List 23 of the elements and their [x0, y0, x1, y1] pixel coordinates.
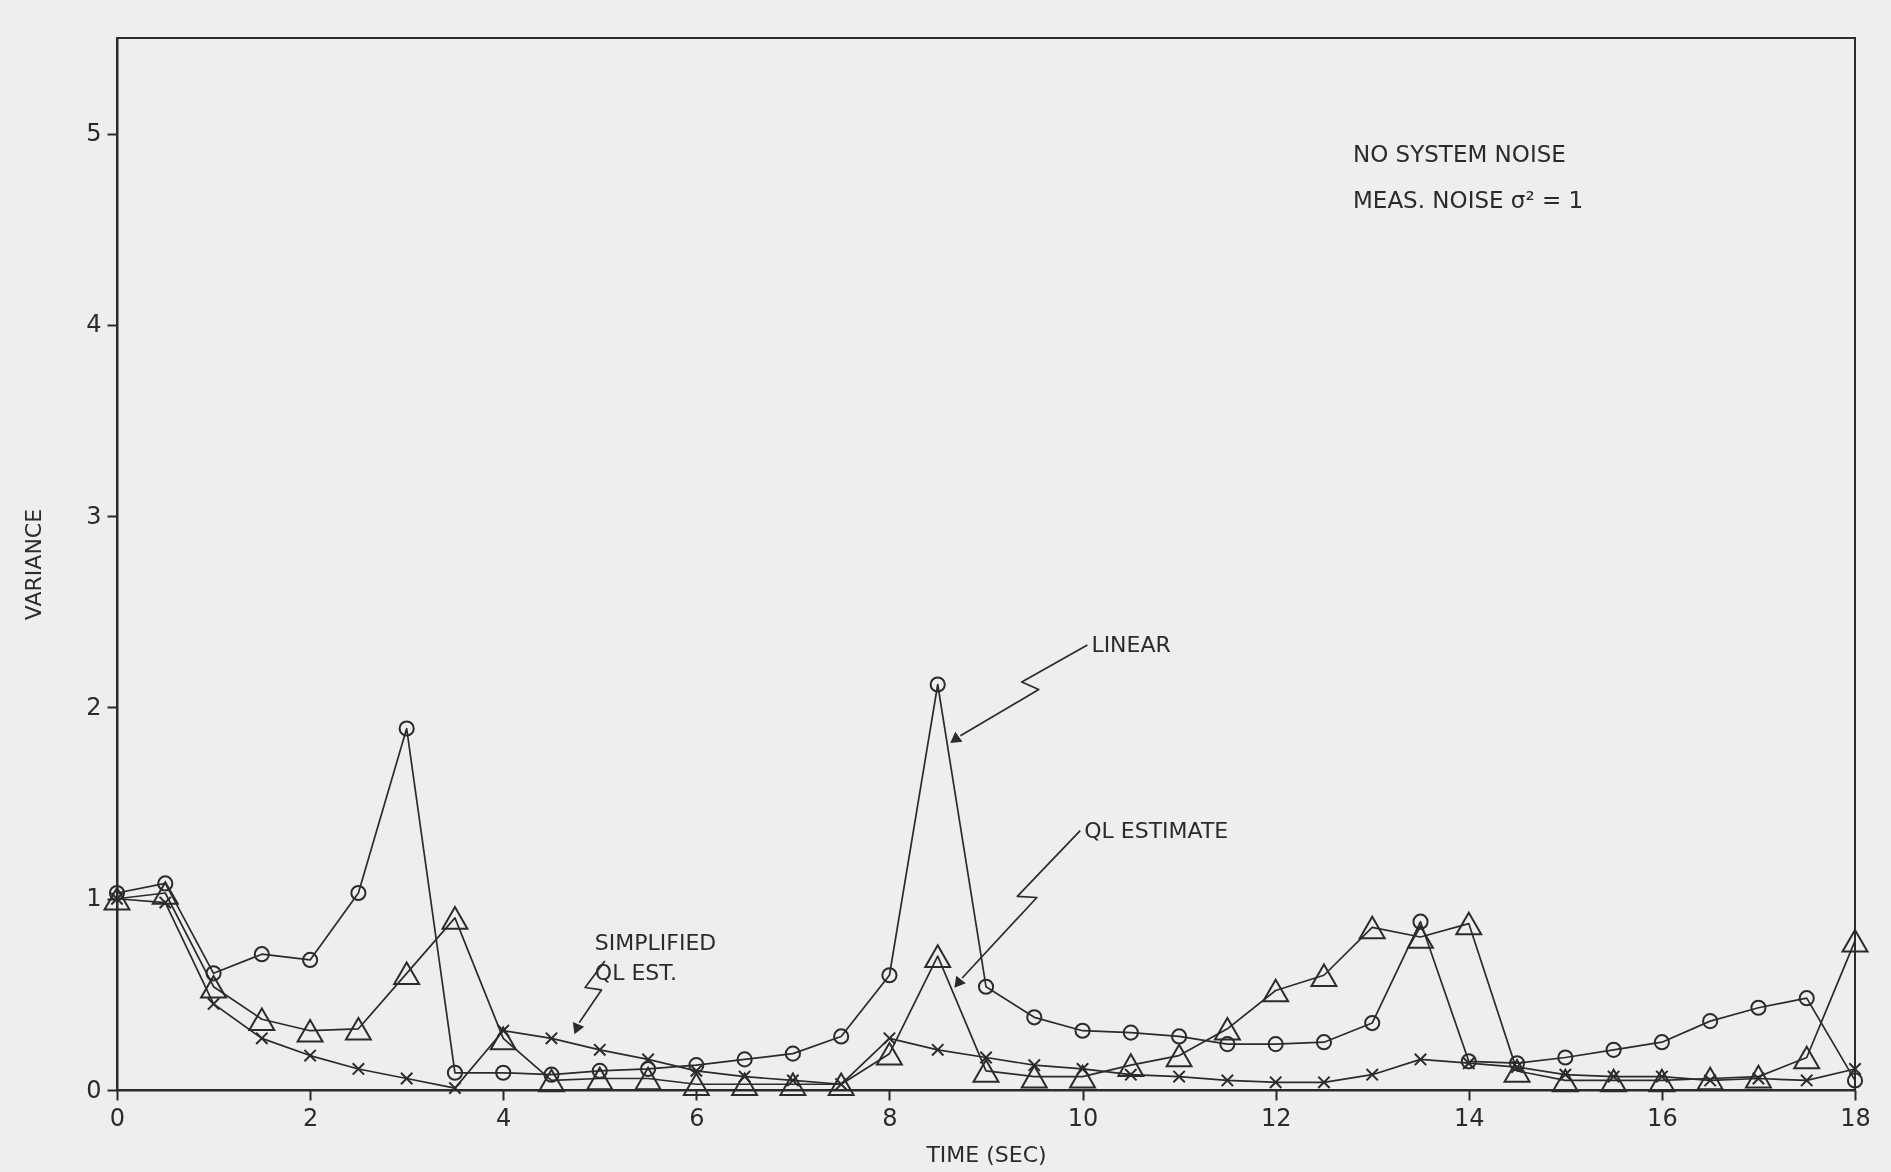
x-tick-label: 6 — [689, 1103, 705, 1132]
text: SIMPLIFIED QL EST. — [594, 929, 717, 985]
y-tick-label: 0 — [86, 1075, 102, 1104]
x-tick-label: 4 — [496, 1103, 512, 1132]
text: LINEAR — [1091, 631, 1171, 657]
x-tick-label: 12 — [1260, 1103, 1292, 1132]
x-tick-label: 2 — [302, 1103, 319, 1132]
y-tick-label: 5 — [86, 119, 102, 148]
text: QL ESTIMATE — [1084, 817, 1229, 843]
y-tick-label: 3 — [86, 501, 102, 530]
x-tick-label: 0 — [109, 1103, 126, 1132]
x-tick-label: 16 — [1647, 1103, 1678, 1132]
annotation: MEAS. NOISE σ² = 1 — [1353, 187, 1584, 213]
x-axis-title: TIME (SEC) — [925, 1141, 1047, 1167]
y-axis-title: VARIANCE — [21, 508, 47, 621]
annotation: NO SYSTEM NOISE — [1353, 141, 1566, 167]
x-tick-label: 10 — [1067, 1103, 1099, 1132]
x-tick-label: 18 — [1840, 1103, 1871, 1132]
y-tick-label: 1 — [86, 884, 102, 913]
y-tick-label: 4 — [86, 310, 102, 339]
x-tick-label: 8 — [882, 1103, 898, 1132]
y-tick-label: 2 — [86, 692, 102, 721]
x-tick-label: 14 — [1454, 1103, 1485, 1132]
